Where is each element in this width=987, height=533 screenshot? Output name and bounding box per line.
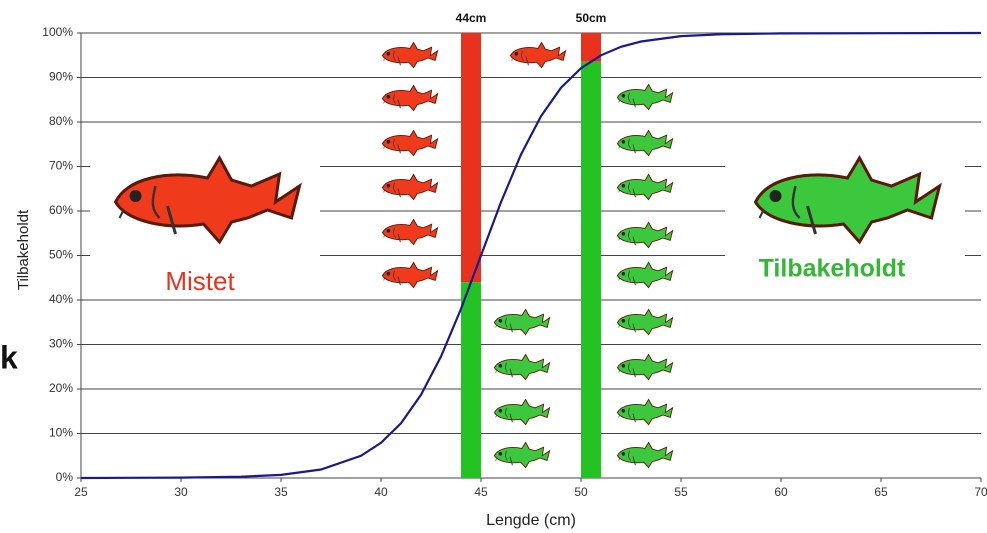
y-tick-label: 100%: [42, 25, 73, 39]
small-fish: [493, 308, 551, 336]
y-tick-label: 80%: [49, 114, 73, 128]
marker-bar-above: [461, 282, 481, 478]
edge-text: k: [0, 339, 18, 375]
x-tick-label: 45: [474, 485, 488, 499]
selection-curve: [80, 31, 982, 480]
small-fish: [616, 129, 674, 157]
small-fish: [381, 84, 439, 112]
x-tick-label: 70: [974, 485, 987, 499]
small-fish: [616, 261, 674, 289]
small-fish: [381, 261, 439, 289]
y-axis-label: Tilbakeholdt: [15, 209, 32, 290]
x-tick-label: 25: [74, 485, 88, 499]
x-tick-label: 30: [174, 485, 188, 499]
small-fish: [616, 308, 674, 336]
small-fish: [381, 218, 439, 246]
x-tick-label: 65: [874, 485, 888, 499]
small-fish: [493, 398, 551, 426]
y-tick-label: 0%: [56, 470, 74, 484]
x-tick-label: 50: [574, 485, 588, 499]
y-tick-label: 70%: [49, 159, 73, 173]
marker-label: 44cm: [456, 11, 487, 25]
small-fish: [381, 129, 439, 157]
marker-bar-below: [581, 33, 601, 62]
x-axis-label: Lengde (cm): [486, 512, 576, 529]
small-fish: [493, 353, 551, 381]
small-fish: [616, 173, 674, 201]
marker-bar-below: [461, 33, 481, 283]
small-fish: [616, 353, 674, 381]
y-tick-label: 10%: [49, 426, 73, 440]
y-tick-label: 30%: [49, 337, 73, 351]
small-fish: [616, 83, 674, 111]
y-tick-label: 50%: [49, 248, 73, 262]
marker-bar-above: [581, 61, 601, 478]
illustrations: [90, 41, 965, 469]
small-fish: [616, 221, 674, 249]
small-fish: [616, 398, 674, 426]
annotation-discarded: Mistet: [165, 266, 235, 296]
small-fish: [381, 41, 439, 69]
x-tick-label: 55: [674, 485, 688, 499]
small-fish: [509, 41, 567, 69]
small-fish: [381, 173, 439, 201]
annotation-retained: Tilbakeholdt: [759, 255, 906, 283]
y-tick-label: 20%: [49, 381, 73, 395]
small-fish: [616, 441, 674, 469]
y-tick-label: 90%: [49, 70, 73, 84]
x-tick-label: 60: [774, 485, 788, 499]
small-fish: [493, 441, 551, 469]
x-tick-label: 35: [274, 485, 288, 499]
y-tick-label: 40%: [49, 292, 73, 306]
y-tick-label: 60%: [49, 203, 73, 217]
marker-label: 50cm: [576, 11, 607, 25]
x-tick-label: 40: [374, 485, 388, 499]
